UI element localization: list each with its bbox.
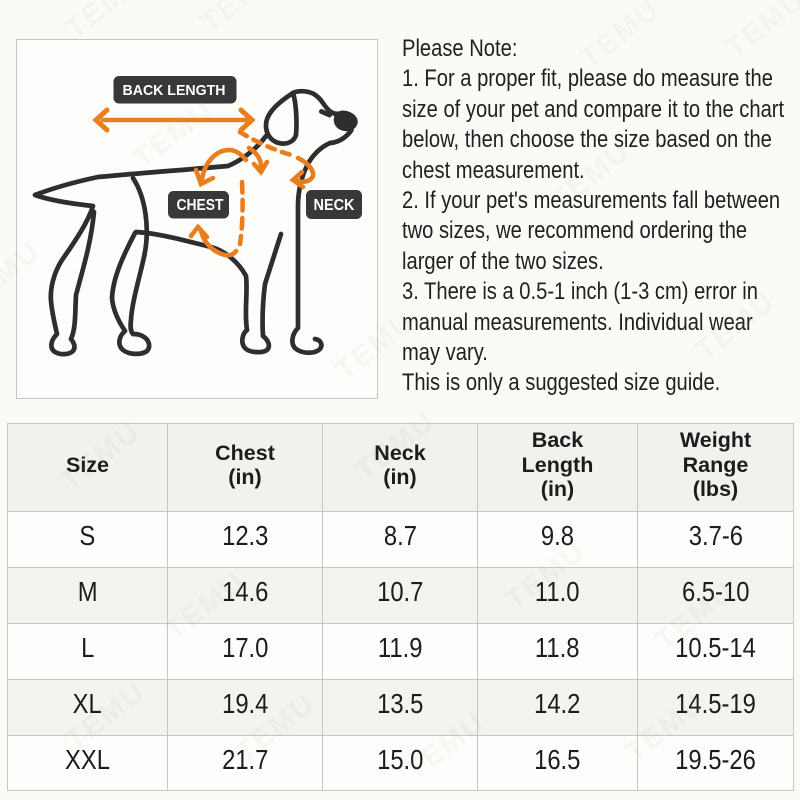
svg-text:BACK LENGTH: BACK LENGTH	[123, 82, 226, 99]
svg-text:CHEST: CHEST	[177, 197, 224, 214]
svg-text:NECK: NECK	[314, 197, 355, 214]
